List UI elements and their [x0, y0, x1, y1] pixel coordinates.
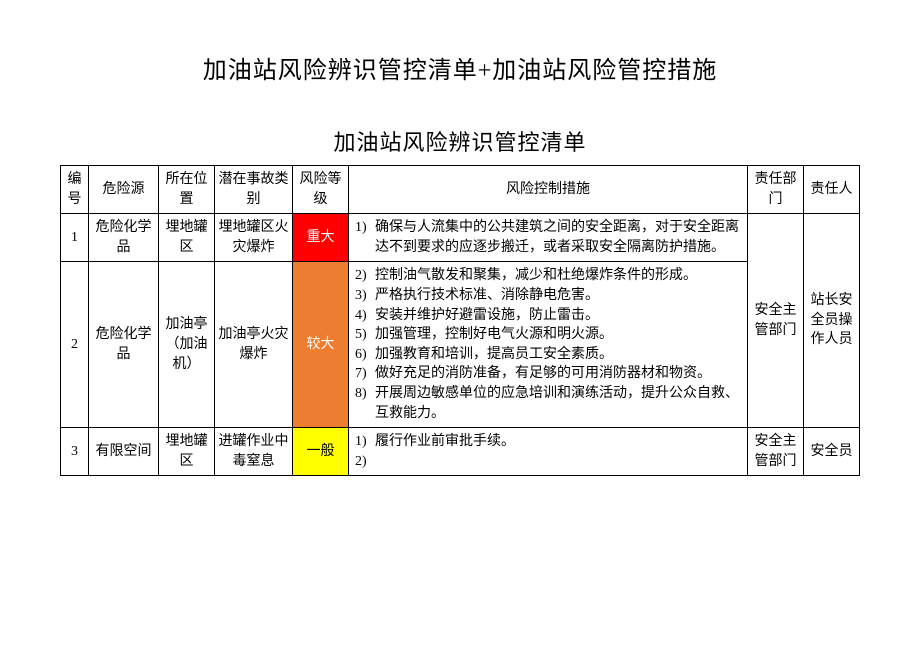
cell-num: 2: [61, 262, 89, 428]
table-row: 2 危险化学品 加油亭（加油机） 加油亭火灾爆炸 较大 2) 控制油气散发和聚集…: [61, 262, 860, 428]
measure-num: 2): [355, 266, 375, 286]
measure-text: 确保与人流集中的公共建筑之间的安全距离，对于安全距离达不到要求的应逐步搬迁，或者…: [375, 218, 741, 257]
cell-location: 加油亭（加油机）: [159, 262, 215, 428]
col-header-person: 责任人: [804, 166, 860, 214]
measure-num: 2): [355, 452, 375, 472]
cell-hazard: 危险化学品: [89, 262, 159, 428]
cell-accident: 埋地罐区火灾爆炸: [215, 214, 293, 262]
measure-num: 3): [355, 286, 375, 306]
measure-item: 2): [355, 452, 741, 472]
cell-hazard: 危险化学品: [89, 214, 159, 262]
cell-measure: 1) 履行作业前审批手续。 2): [349, 428, 748, 476]
measure-text: 安装并维护好避雷设施，防止雷击。: [375, 306, 741, 326]
col-header-num: 编号: [61, 166, 89, 214]
cell-hazard: 有限空间: [89, 428, 159, 476]
cell-person: 站长安全员操作人员: [804, 214, 860, 428]
measure-item: 8) 开展周边敏感单位的应急培训和演练活动，提升公众自救、互救能力。: [355, 384, 741, 423]
cell-dept: 安全主管部门: [748, 214, 804, 428]
table-header-row: 编号 危险源 所在位置 潜在事故类别 风险等级 风险控制措施 责任部门 责任人: [61, 166, 860, 214]
cell-measure: 1) 确保与人流集中的公共建筑之间的安全距离，对于安全距离达不到要求的应逐步搬迁…: [349, 214, 748, 262]
measure-item: 5) 加强管理，控制好电气火源和明火源。: [355, 325, 741, 345]
col-header-location: 所在位置: [159, 166, 215, 214]
cell-risk-level: 一般: [293, 428, 349, 476]
measure-item: 7) 做好充足的消防准备，有足够的可用消防器材和物资。: [355, 364, 741, 384]
table-row: 3 有限空间 埋地罐区 进罐作业中毒窒息 一般 1) 履行作业前审批手续。 2)…: [61, 428, 860, 476]
measure-num: 5): [355, 325, 375, 345]
measure-text: 开展周边敏感单位的应急培训和演练活动，提升公众自救、互救能力。: [375, 384, 741, 423]
cell-dept: 安全主管部门: [748, 428, 804, 476]
measure-text: 加强管理，控制好电气火源和明火源。: [375, 325, 741, 345]
measure-num: 8): [355, 384, 375, 404]
cell-location: 埋地罐区: [159, 214, 215, 262]
measure-num: 6): [355, 345, 375, 365]
cell-risk-level: 较大: [293, 262, 349, 428]
cell-measure: 2) 控制油气散发和聚集，减少和杜绝爆炸条件的形成。 3) 严格执行技术标准、消…: [349, 262, 748, 428]
measure-text: 控制油气散发和聚集，减少和杜绝爆炸条件的形成。: [375, 266, 741, 286]
measure-text: 加强教育和培训，提高员工安全素质。: [375, 345, 741, 365]
measure-num: 1): [355, 432, 375, 452]
risk-table: 编号 危险源 所在位置 潜在事故类别 风险等级 风险控制措施 责任部门 责任人 …: [60, 165, 860, 476]
measure-item: 1) 确保与人流集中的公共建筑之间的安全距离，对于安全距离达不到要求的应逐步搬迁…: [355, 218, 741, 257]
measure-text: 严格执行技术标准、消除静电危害。: [375, 286, 741, 306]
col-header-measure: 风险控制措施: [349, 166, 748, 214]
cell-person: 安全员: [804, 428, 860, 476]
measure-item: 2) 控制油气散发和聚集，减少和杜绝爆炸条件的形成。: [355, 266, 741, 286]
cell-num: 3: [61, 428, 89, 476]
table-row: 1 危险化学品 埋地罐区 埋地罐区火灾爆炸 重大 1) 确保与人流集中的公共建筑…: [61, 214, 860, 262]
cell-accident: 进罐作业中毒窒息: [215, 428, 293, 476]
col-header-risk: 风险等级: [293, 166, 349, 214]
measure-num: 7): [355, 364, 375, 384]
measure-item: 4) 安装并维护好避雷设施，防止雷击。: [355, 306, 741, 326]
cell-risk-level: 重大: [293, 214, 349, 262]
measure-text: 做好充足的消防准备，有足够的可用消防器材和物资。: [375, 364, 741, 384]
measure-text: 履行作业前审批手续。: [375, 432, 741, 452]
col-header-dept: 责任部门: [748, 166, 804, 214]
measure-item: 6) 加强教育和培训，提高员工安全素质。: [355, 345, 741, 365]
table-title: 加油站风险辨识管控清单: [60, 125, 860, 157]
measure-num: 4): [355, 306, 375, 326]
col-header-hazard: 危险源: [89, 166, 159, 214]
cell-num: 1: [61, 214, 89, 262]
measure-num: 1): [355, 218, 375, 238]
measure-item: 1) 履行作业前审批手续。: [355, 432, 741, 452]
measure-item: 3) 严格执行技术标准、消除静电危害。: [355, 286, 741, 306]
document-title: 加油站风险辨识管控清单+加油站风险管控措施: [60, 50, 860, 85]
cell-accident: 加油亭火灾爆炸: [215, 262, 293, 428]
cell-location: 埋地罐区: [159, 428, 215, 476]
col-header-accident: 潜在事故类别: [215, 166, 293, 214]
